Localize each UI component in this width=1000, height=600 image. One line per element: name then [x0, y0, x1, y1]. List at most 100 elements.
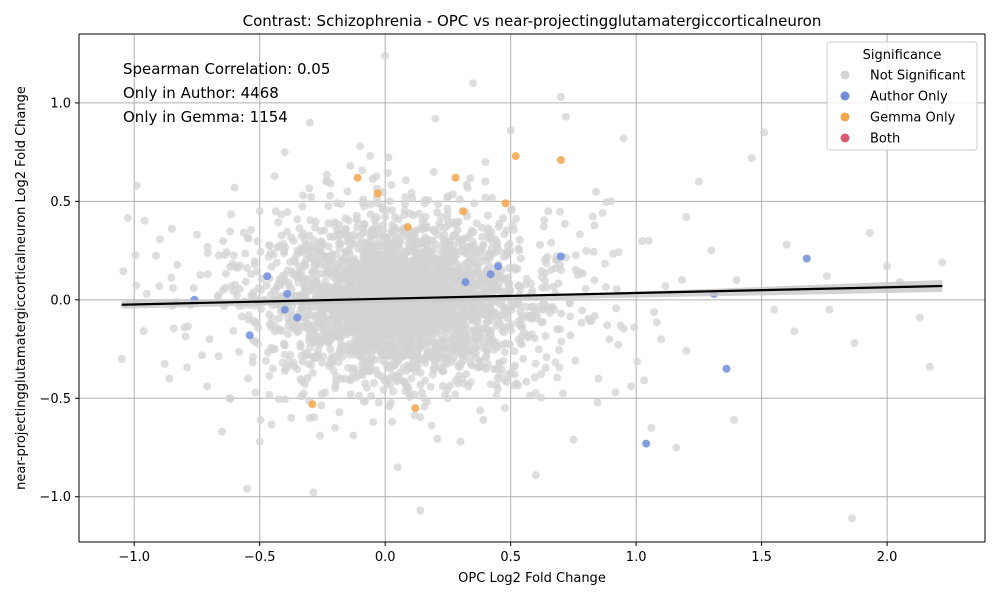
background-point [601, 259, 609, 268]
background-point [274, 218, 283, 227]
background-point [326, 232, 335, 241]
background-point [380, 264, 389, 273]
background-point [633, 357, 642, 366]
background-point [507, 206, 516, 215]
background-point [283, 208, 292, 217]
data-point [760, 128, 769, 137]
background-point [439, 336, 447, 345]
background-point [359, 397, 368, 406]
background-point [198, 351, 206, 360]
background-point [219, 237, 228, 246]
background-point [352, 211, 361, 220]
background-point [453, 313, 462, 322]
background-point [590, 221, 599, 230]
background-point [378, 226, 387, 235]
background-point [437, 213, 446, 221]
background-point [542, 283, 551, 292]
background-point [274, 314, 283, 323]
background-point [203, 249, 212, 257]
background-point [273, 243, 282, 252]
background-point [455, 195, 464, 204]
background-point [430, 225, 438, 234]
background-point [542, 353, 551, 362]
background-point [244, 374, 253, 383]
data-point [790, 327, 799, 336]
background-point [333, 228, 342, 237]
background-point [494, 299, 503, 308]
background-point [508, 220, 517, 229]
data-point [373, 189, 382, 198]
background-point [203, 270, 212, 279]
background-point [443, 242, 452, 251]
background-point [411, 266, 420, 275]
background-point [486, 380, 495, 389]
background-point [297, 351, 306, 360]
data-point [747, 154, 756, 162]
background-point [530, 373, 539, 382]
background-point [362, 383, 371, 392]
legend-entries: Not Significant Author Only Gemma Only Both [840, 69, 966, 147]
background-point [253, 237, 262, 246]
background-point [361, 362, 370, 371]
x-tick-label: 0.0 [375, 550, 396, 565]
background-point [359, 195, 368, 204]
background-point [416, 261, 425, 270]
background-point [571, 251, 580, 260]
background-point [472, 219, 481, 228]
background-point [247, 226, 255, 234]
background-point [310, 223, 319, 232]
data-point [732, 276, 741, 285]
background-point [323, 333, 332, 341]
background-point [270, 286, 279, 295]
background-point [269, 250, 278, 259]
background-point [470, 199, 479, 208]
background-point [321, 278, 330, 287]
data-point [642, 439, 651, 448]
data-point [694, 177, 703, 186]
data-point [117, 354, 126, 363]
background-point [521, 280, 530, 289]
background-point [123, 214, 132, 222]
background-point [557, 337, 566, 346]
background-point [503, 314, 512, 323]
background-point [542, 259, 551, 268]
background-point [475, 358, 484, 367]
background-point [300, 281, 309, 290]
background-point [466, 174, 475, 183]
background-point [335, 347, 344, 356]
background-point [379, 385, 388, 394]
background-point [514, 381, 523, 390]
background-point [581, 284, 590, 293]
background-point [376, 351, 385, 360]
background-point [229, 251, 238, 260]
background-point [462, 333, 470, 342]
x-tick-label: 2.0 [877, 550, 898, 565]
data-point [561, 112, 570, 121]
background-point [427, 331, 436, 340]
background-point [650, 308, 659, 316]
background-point [356, 290, 365, 299]
background-point [357, 351, 366, 360]
data-point [263, 272, 272, 281]
background-point [443, 216, 452, 225]
background-point [478, 223, 487, 232]
background-point [295, 224, 304, 233]
data-point [305, 414, 314, 422]
background-point [469, 228, 478, 237]
background-point [537, 318, 546, 327]
background-point [471, 348, 480, 357]
background-point [451, 390, 460, 399]
background-point [554, 279, 563, 288]
data-point [225, 394, 234, 403]
background-point [309, 488, 318, 497]
data-point [431, 114, 440, 123]
background-point [283, 330, 292, 339]
background-point [378, 202, 386, 211]
background-point [305, 337, 314, 346]
x-axis-label: OPC Log2 Fold Change [458, 571, 606, 586]
data-point [218, 427, 227, 436]
background-point [372, 221, 381, 230]
data-point [230, 183, 239, 192]
background-point [566, 312, 575, 321]
data-point [494, 262, 503, 271]
